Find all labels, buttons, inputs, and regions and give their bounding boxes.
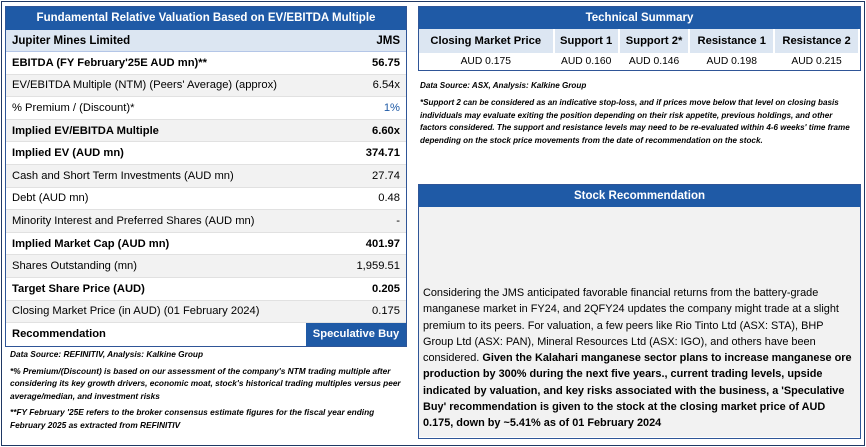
th-resistance-1: Resistance 1 bbox=[689, 29, 776, 53]
technical-table: Closing Market Price Support 1 Support 2… bbox=[419, 29, 860, 70]
recommendation-label: Recommendation bbox=[12, 328, 106, 341]
recommendation-row: Recommendation Speculative Buy bbox=[6, 323, 406, 346]
stock-rec-body: Considering the JMS anticipated favorabl… bbox=[419, 207, 860, 437]
ticker: JMS bbox=[376, 34, 400, 47]
stock-recommendation: Stock Recommendation Considering the JMS… bbox=[418, 184, 861, 439]
recommendation-badge: Speculative Buy bbox=[306, 323, 406, 346]
row-value: 56.75 bbox=[372, 56, 400, 69]
valuation-table: Fundamental Relative Valuation Based on … bbox=[5, 6, 407, 347]
row-value: 401.97 bbox=[365, 237, 400, 250]
row-value: - bbox=[396, 214, 400, 227]
td-support-2: AUD 0.146 bbox=[618, 53, 691, 70]
stock-rec-bold-text: Given the Kalahari manganese sector plan… bbox=[423, 352, 852, 430]
technical-summary: Technical Summary Closing Market Price S… bbox=[418, 6, 861, 71]
stock-rec-title: Stock Recommendation bbox=[419, 185, 860, 207]
row-label: EV/EBITDA Multiple (NTM) (Peers' Average… bbox=[12, 79, 277, 92]
row-label: Cash and Short Term Investments (AUD mn) bbox=[12, 169, 234, 182]
row-value: 1% bbox=[383, 101, 400, 114]
technical-source: Data Source: ASX, Analysis: Kalkine Grou… bbox=[420, 81, 587, 90]
row-label: Implied EV (AUD mn) bbox=[12, 147, 124, 160]
valuation-notes: Data Source: REFINITIV, Analysis: Kalkin… bbox=[10, 348, 405, 435]
valuation-source: Data Source: REFINITIV, Analysis: Kalkin… bbox=[10, 349, 204, 359]
row-label: Shares Outstanding (mn) bbox=[12, 260, 137, 273]
row-value: 1,959.51 bbox=[356, 260, 400, 273]
support-note: *Support 2 can be considered as an indic… bbox=[420, 98, 850, 145]
valuation-row: Implied Market Cap (AUD mn) 401.97 bbox=[6, 233, 406, 256]
th-closing-price: Closing Market Price bbox=[419, 29, 555, 53]
row-label: Implied Market Cap (AUD mn) bbox=[12, 237, 170, 250]
fy-note: **FY February '25E refers to the broker … bbox=[10, 407, 375, 430]
row-label: EBITDA (FY February'25E AUD mn)** bbox=[12, 56, 207, 69]
row-value: 0.48 bbox=[378, 192, 400, 205]
company-name: Jupiter Mines Limited bbox=[12, 34, 131, 47]
th-resistance-2: Resistance 2 bbox=[774, 29, 860, 53]
row-label: % Premium / (Discount)* bbox=[12, 101, 135, 114]
premium-note: *% Premium/(Discount) is based on our as… bbox=[10, 365, 401, 401]
td-closing-price: AUD 0.175 bbox=[419, 53, 555, 70]
stock-rec-text: Considering the JMS anticipated favorabl… bbox=[423, 287, 839, 365]
row-value: 0.175 bbox=[372, 305, 400, 318]
valuation-row: Implied EV (AUD mn) 374.71 bbox=[6, 142, 406, 165]
td-resistance-2: AUD 0.215 bbox=[774, 53, 860, 70]
td-resistance-1: AUD 0.198 bbox=[689, 53, 776, 70]
th-support-2: Support 2* bbox=[618, 29, 691, 53]
row-value: 374.71 bbox=[365, 147, 400, 160]
valuation-row: EBITDA (FY February'25E AUD mn)** 56.75 bbox=[6, 52, 406, 75]
row-label: Target Share Price (AUD) bbox=[12, 282, 145, 295]
valuation-row: % Premium / (Discount)* 1% bbox=[6, 97, 406, 120]
row-label: Closing Market Price (in AUD) (01 Februa… bbox=[12, 305, 260, 318]
row-label: Minority Interest and Preferred Shares (… bbox=[12, 214, 255, 227]
row-label: Debt (AUD mn) bbox=[12, 192, 89, 205]
valuation-row: Target Share Price (AUD) 0.205 bbox=[6, 278, 406, 301]
td-support-1: AUD 0.160 bbox=[553, 53, 620, 70]
valuation-rows: EBITDA (FY February'25E AUD mn)** 56.75 EV… bbox=[6, 52, 406, 324]
row-value: 27.74 bbox=[372, 169, 400, 182]
th-support-1: Support 1 bbox=[553, 29, 620, 53]
valuation-row: EV/EBITDA Multiple (NTM) (Peers' Average… bbox=[6, 74, 406, 98]
valuation-title: Fundamental Relative Valuation Based on … bbox=[6, 7, 406, 30]
row-label: Implied EV/EBITDA Multiple bbox=[12, 124, 159, 137]
valuation-row: Debt (AUD mn) 0.48 bbox=[6, 188, 406, 211]
technical-notes: Data Source: ASX, Analysis: Kalkine Grou… bbox=[420, 80, 860, 152]
valuation-row: Shares Outstanding (mn) 1,959.51 bbox=[6, 255, 406, 278]
valuation-header: Jupiter Mines Limited JMS bbox=[6, 30, 406, 52]
valuation-row: Minority Interest and Preferred Shares (… bbox=[6, 210, 406, 233]
technical-title: Technical Summary bbox=[419, 7, 860, 29]
valuation-row: Closing Market Price (in AUD) (01 Februa… bbox=[6, 300, 406, 324]
row-value: 6.60x bbox=[372, 124, 400, 137]
valuation-row: Cash and Short Term Investments (AUD mn)… bbox=[6, 164, 406, 188]
row-value: 6.54x bbox=[372, 79, 400, 92]
row-value: 0.205 bbox=[372, 282, 400, 295]
valuation-row: Implied EV/EBITDA Multiple 6.60x bbox=[6, 119, 406, 143]
